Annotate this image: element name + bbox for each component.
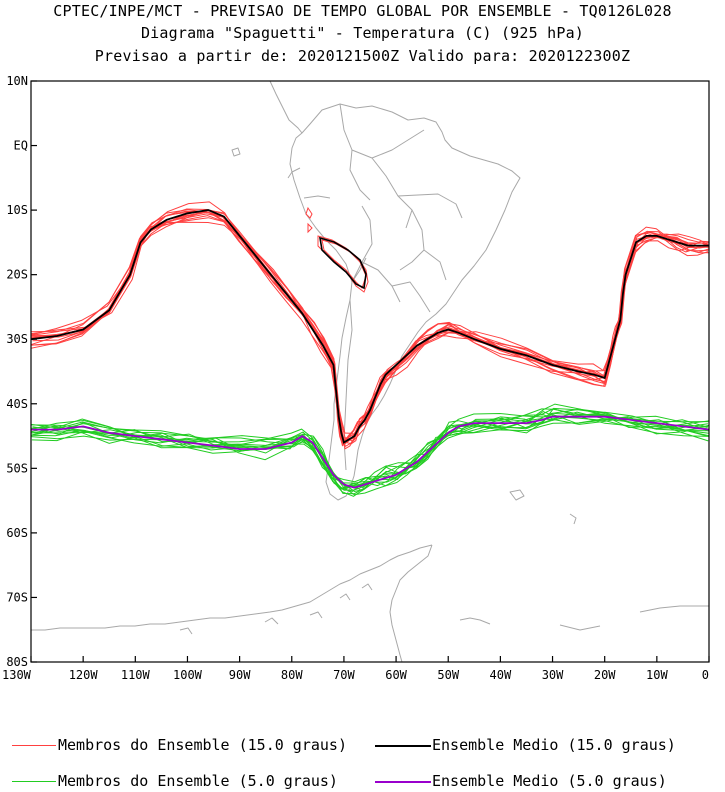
x-tick-label: 10W (646, 668, 668, 682)
andes-mean-contour (319, 236, 367, 290)
ensemble-member-line (31, 413, 707, 490)
members-15-lines (31, 201, 709, 450)
ensemble-member-line (32, 411, 709, 484)
ensemble-member-line (31, 412, 709, 493)
x-tick-label: 40W (490, 668, 512, 682)
south-america-coast (289, 103, 521, 501)
y-tick-label: 10N (6, 74, 28, 88)
galapagos-coast (231, 147, 241, 157)
x-axis: 130W 120W 110W 100W 90W 80W 70W 60W 50W 40W 30W 20W… (2, 656, 710, 682)
antarctica-coast (31, 544, 433, 662)
title-line-3: Previsao a partir de: 2020121500Z Valido… (94, 47, 631, 65)
x-tick-label: 20W (594, 668, 616, 682)
ensemble-member-line (31, 408, 709, 487)
x-tick-label: 70W (333, 668, 355, 682)
x-tick-label: 130W (2, 668, 32, 682)
x-tick-label: 120W (69, 668, 99, 682)
y-tick-label: 40S (6, 397, 28, 411)
peninsula-coast (287, 167, 301, 179)
legend-members5-swatch (12, 781, 56, 782)
y-tick-label: 10S (6, 203, 28, 217)
legend-members5-label: Membros do Ensemble (5.0 graus) (58, 772, 338, 790)
andes-member-patch-a (305, 206, 313, 219)
country-borders (303, 103, 463, 471)
members-5-lines (31, 403, 709, 497)
x-tick-label: 100W (173, 668, 203, 682)
legend-members15-label: Membros do Ensemble (15.0 graus) (58, 736, 347, 754)
y-tick-label: 80S (6, 655, 28, 669)
x-tick-label: 90W (229, 668, 251, 682)
ensemble-member-line (31, 411, 709, 488)
y-tick-label: 20S (6, 268, 28, 282)
y-tick-label: EQ (14, 139, 28, 153)
y-axis: 10N EQ 10S 20S 30S 40S 50S 60S 70S 80S (6, 74, 37, 669)
title-line-1: CPTEC/INPE/MCT - PREVISAO DE TEMPO GLOBA… (53, 2, 672, 20)
ensemble-mean-5-line (31, 415, 709, 489)
x-tick-label: 50W (437, 668, 459, 682)
y-tick-label: 70S (6, 590, 28, 604)
x-tick-label: 110W (121, 668, 151, 682)
plot-area (31, 81, 709, 662)
plot-frame (30, 80, 710, 663)
andes-member-patch-b (307, 222, 313, 234)
legend-mean15-label: Ensemble Medio (15.0 graus) (432, 736, 676, 754)
x-tick-label: 0 (702, 668, 709, 682)
y-tick-label: 30S (6, 332, 28, 346)
legend-mean5-swatch (375, 781, 431, 783)
x-tick-label: 60W (385, 668, 407, 682)
coastlines (31, 81, 709, 662)
ensemble-member-line (32, 411, 708, 489)
central-america-coast (269, 81, 303, 134)
south-georgia-coast (569, 513, 577, 525)
legend-mean5-label: Ensemble Medio (5.0 graus) (432, 772, 667, 790)
ensemble-member-line (31, 201, 709, 435)
antarctica-islands (179, 583, 709, 635)
x-tick-label: 30W (542, 668, 564, 682)
y-tick-label: 60S (6, 526, 28, 540)
x-tick-label: 80W (281, 668, 303, 682)
andes-contours (305, 206, 369, 293)
ensemble-member-line (31, 413, 708, 492)
ensemble-member-line (31, 408, 709, 491)
falklands-coast (509, 489, 525, 501)
y-tick-label: 50S (6, 461, 28, 475)
ensemble-mean-15-line (31, 209, 709, 444)
legend-members15-swatch (12, 745, 56, 746)
title-line-2: Diagrama "Spaguetti" - Temperatura (C) (… (140, 24, 585, 42)
legend-mean15-swatch (375, 745, 431, 747)
